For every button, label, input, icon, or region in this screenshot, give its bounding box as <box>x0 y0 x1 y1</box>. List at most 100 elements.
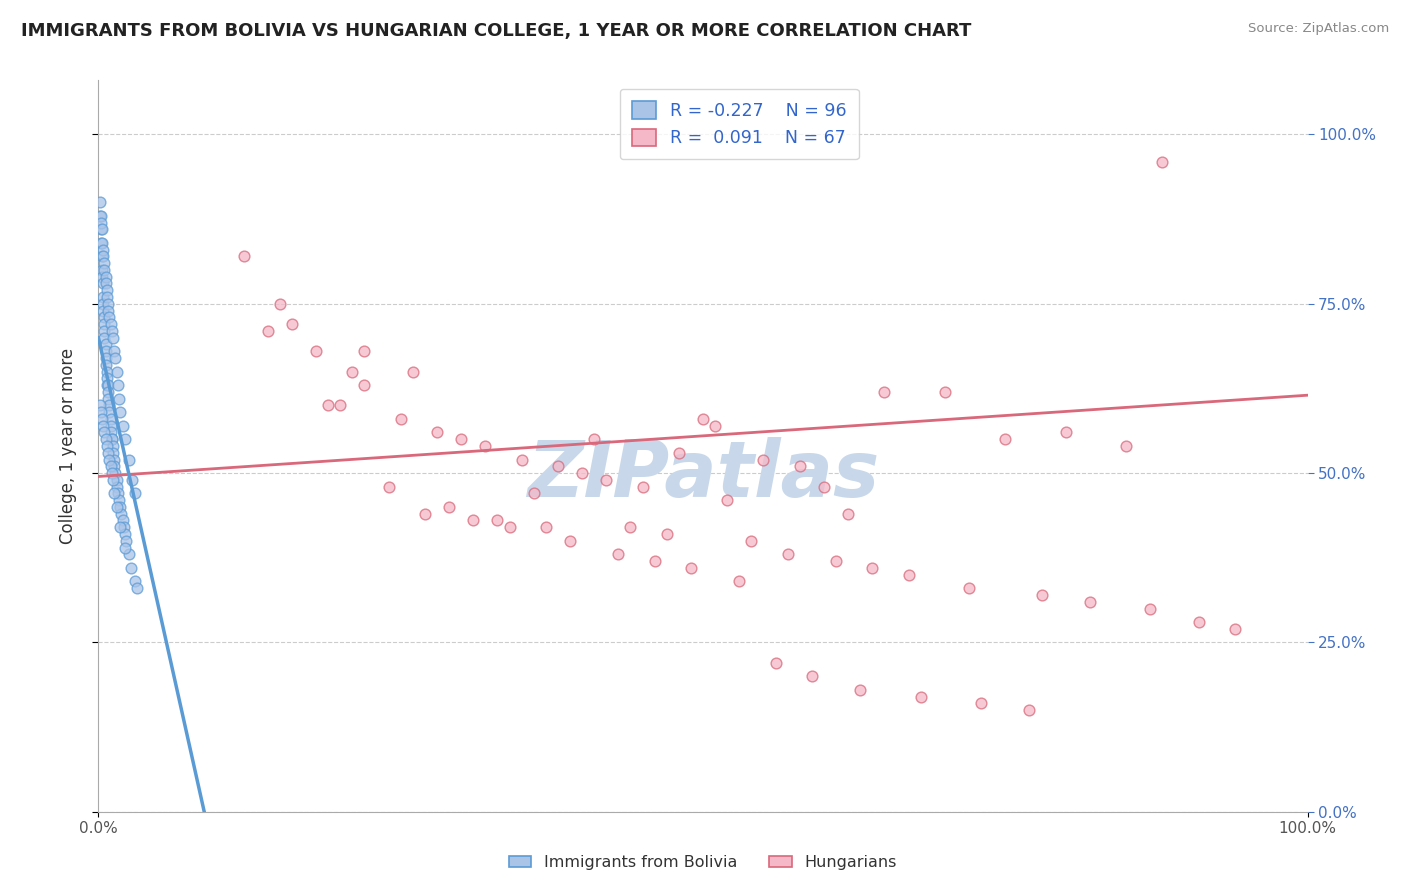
Point <box>934 384 956 399</box>
Point <box>114 541 136 555</box>
Point <box>104 351 127 365</box>
Point <box>105 364 128 378</box>
Point <box>837 507 859 521</box>
Point <box>619 520 641 534</box>
Point <box>342 364 364 378</box>
Point <box>281 317 304 331</box>
Point <box>849 682 872 697</box>
Point <box>1078 595 1101 609</box>
Point <box>94 337 117 351</box>
Point <box>96 283 118 297</box>
Point <box>377 480 399 494</box>
Point <box>970 697 993 711</box>
Point <box>897 567 920 582</box>
Point <box>108 500 131 514</box>
Point <box>90 215 112 229</box>
Point <box>112 520 135 534</box>
Point <box>100 418 122 433</box>
Point <box>96 378 118 392</box>
Point <box>114 527 136 541</box>
Point <box>413 507 436 521</box>
Point <box>631 480 654 494</box>
Point <box>90 209 112 223</box>
Point <box>825 554 848 568</box>
Point <box>571 466 593 480</box>
Point <box>789 459 811 474</box>
Text: IMMIGRANTS FROM BOLIVIA VS HUNGARIAN COLLEGE, 1 YEAR OR MORE CORRELATION CHART: IMMIGRANTS FROM BOLIVIA VS HUNGARIAN COL… <box>21 22 972 40</box>
Point <box>704 418 727 433</box>
Point <box>90 405 112 419</box>
Point <box>860 561 883 575</box>
Point <box>402 364 425 378</box>
Point <box>91 412 114 426</box>
Point <box>120 561 142 575</box>
Point <box>91 418 114 433</box>
Point <box>91 249 114 263</box>
Point <box>93 317 115 331</box>
Point <box>127 581 149 595</box>
Point <box>90 222 112 236</box>
Point <box>426 425 449 440</box>
Point <box>728 574 751 589</box>
Point <box>776 547 799 561</box>
Point <box>124 574 146 589</box>
Point <box>91 263 114 277</box>
Point <box>93 324 115 338</box>
Point <box>813 480 835 494</box>
Point <box>474 439 496 453</box>
Point <box>957 581 980 595</box>
Point <box>93 331 115 345</box>
Point <box>534 520 557 534</box>
Point <box>115 533 138 548</box>
Point <box>97 392 120 406</box>
Point <box>100 412 122 426</box>
Point <box>111 514 134 528</box>
Point <box>98 398 121 412</box>
Point <box>98 405 121 419</box>
Point <box>97 446 120 460</box>
Point <box>91 297 114 311</box>
Point <box>91 269 114 284</box>
Point <box>103 459 125 474</box>
Point <box>97 384 120 399</box>
Point <box>269 297 291 311</box>
Point <box>486 514 509 528</box>
Point <box>96 371 118 385</box>
Point <box>96 364 118 378</box>
Point <box>607 547 630 561</box>
Point <box>498 520 520 534</box>
Point <box>96 439 118 453</box>
Point <box>93 263 115 277</box>
Point <box>463 514 485 528</box>
Point <box>103 452 125 467</box>
Point <box>1223 622 1246 636</box>
Point <box>100 324 122 338</box>
Point <box>124 486 146 500</box>
Point <box>97 378 120 392</box>
Point <box>89 398 111 412</box>
Point <box>101 446 124 460</box>
Point <box>97 303 120 318</box>
Point <box>94 432 117 446</box>
Point <box>89 195 111 210</box>
Point <box>118 547 141 561</box>
Point <box>94 358 117 372</box>
Point <box>98 310 121 325</box>
Point <box>101 473 124 487</box>
Point <box>100 432 122 446</box>
Point <box>101 331 124 345</box>
Point <box>100 425 122 440</box>
Point <box>644 554 666 568</box>
Point <box>94 277 117 291</box>
Point <box>108 405 131 419</box>
Point <box>595 473 617 487</box>
Point <box>437 500 460 514</box>
Point <box>510 452 533 467</box>
Point <box>121 473 143 487</box>
Point <box>91 290 114 304</box>
Point <box>90 235 112 250</box>
Point <box>389 412 412 426</box>
Point <box>523 486 546 500</box>
Point <box>91 249 114 263</box>
Point <box>103 486 125 500</box>
